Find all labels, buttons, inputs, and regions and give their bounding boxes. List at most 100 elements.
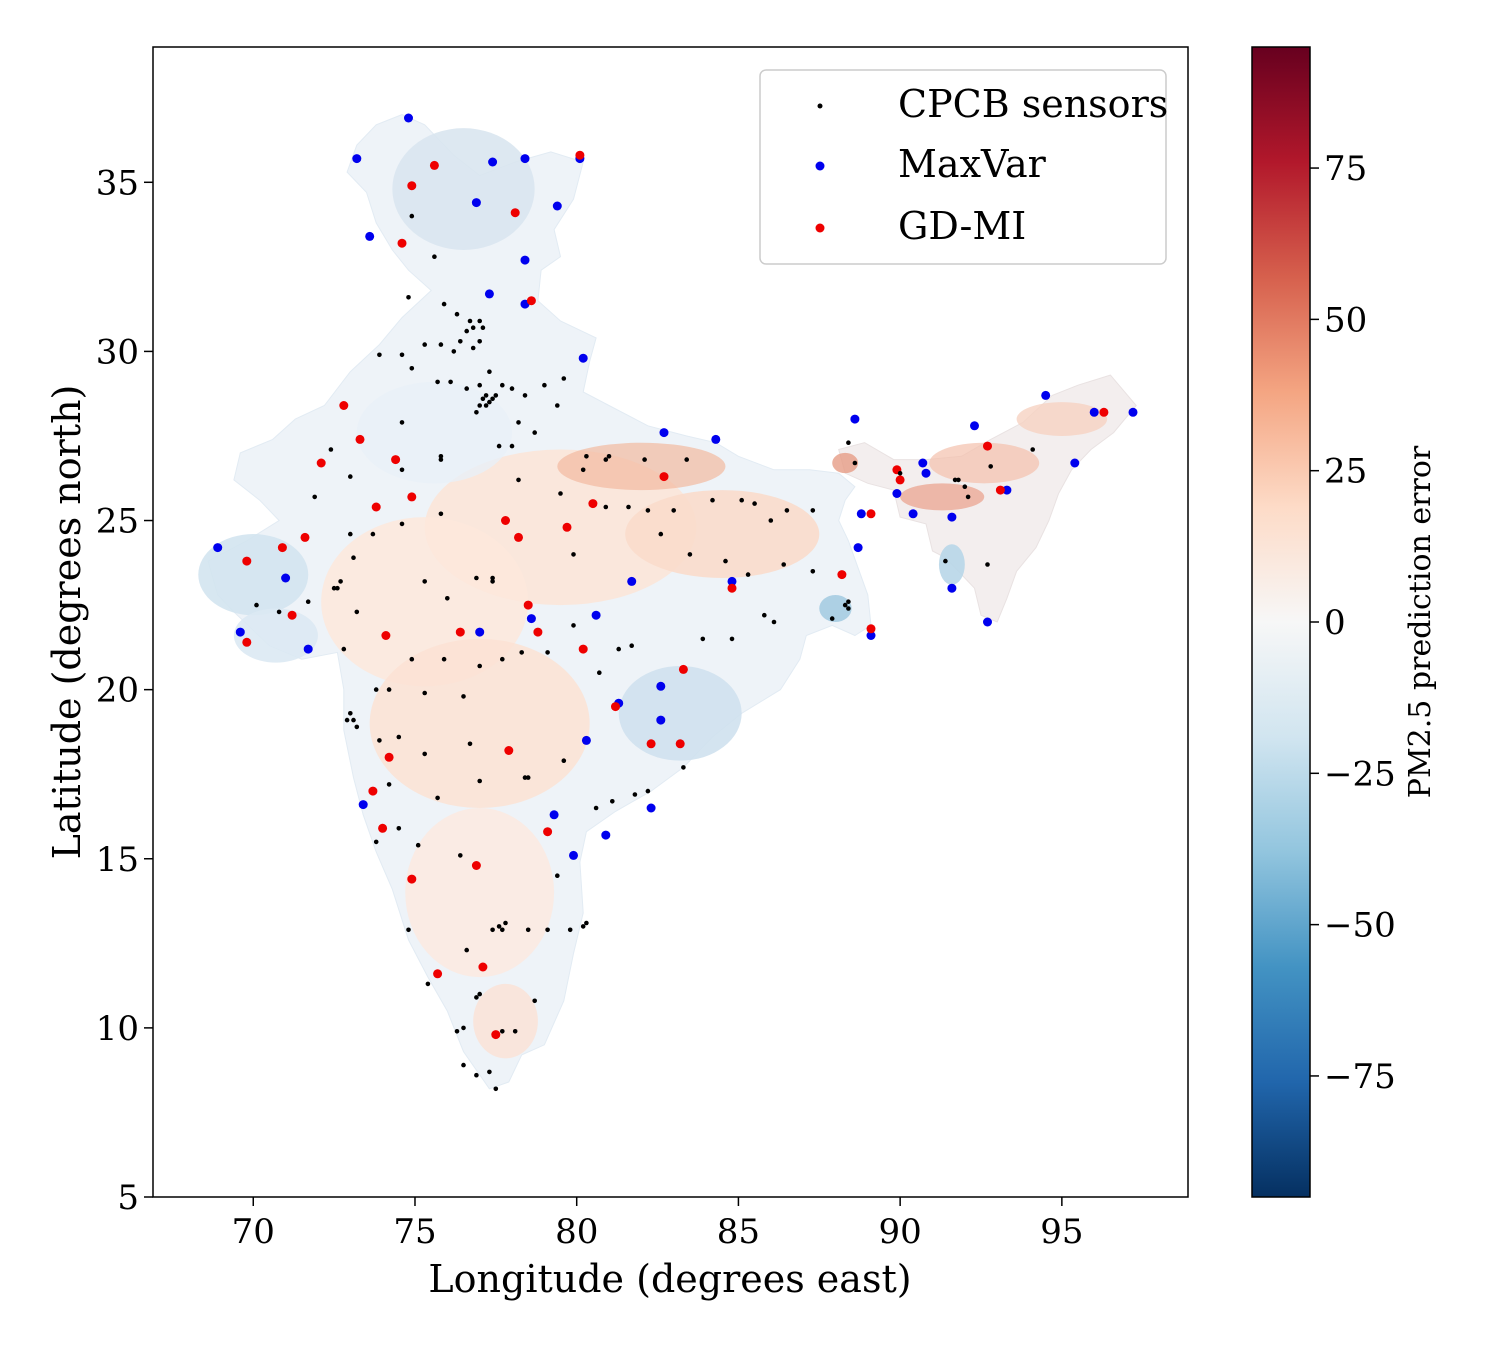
cpcb-sensor-point bbox=[474, 575, 479, 581]
cpcb-sensor-point bbox=[344, 717, 350, 723]
cpcb-sensor-point bbox=[305, 599, 311, 604]
cpcb-sensor-point bbox=[768, 518, 774, 523]
maxvar-point bbox=[213, 543, 223, 553]
gdmi-point bbox=[588, 499, 598, 509]
gdmi-point bbox=[1099, 407, 1109, 417]
cpcb-sensor-point bbox=[671, 508, 676, 513]
cpcb-sensor-point bbox=[477, 403, 483, 408]
cpcb-sensor-point bbox=[354, 724, 360, 730]
gdmi-point bbox=[371, 502, 381, 512]
cpcb-sensor-point bbox=[425, 981, 431, 987]
cpcb-sensor-point bbox=[545, 927, 550, 933]
gdmi-point bbox=[646, 739, 656, 749]
cpcb-sensor-point bbox=[399, 420, 405, 425]
cpcb-sensor-point bbox=[435, 795, 440, 801]
error-patch bbox=[1016, 402, 1108, 436]
gdmi-point bbox=[866, 624, 876, 634]
cpcb-sensor-point bbox=[739, 497, 744, 503]
cpcb-sensor-point bbox=[341, 646, 347, 652]
x-tick-label: 80 bbox=[555, 1212, 598, 1252]
cpcb-sensor-point bbox=[432, 254, 437, 259]
error-patch bbox=[233, 608, 318, 663]
maxvar-point bbox=[365, 231, 375, 241]
cpcb-sensor-point bbox=[458, 339, 463, 344]
cpcb-sensor-point bbox=[571, 623, 576, 628]
error-patch bbox=[938, 544, 965, 585]
cpcb-sensor-point bbox=[487, 1069, 492, 1075]
cpcb-sensor-point bbox=[354, 609, 360, 615]
gdmi-point bbox=[501, 516, 510, 525]
cpcb-sensor-point bbox=[700, 636, 706, 642]
cpcb-sensor-point bbox=[441, 656, 447, 662]
cpcb-sensor-point bbox=[752, 501, 757, 506]
cpcb-sensor-point bbox=[687, 552, 693, 557]
maxvar-point bbox=[656, 715, 666, 725]
colorbar-gradient bbox=[1251, 46, 1311, 1198]
maxvar-point bbox=[947, 583, 957, 593]
maxvar-point bbox=[526, 614, 536, 624]
cpcb-sensor-point bbox=[561, 758, 567, 763]
maxvar-point bbox=[1089, 407, 1099, 417]
legend-marker-gdmi bbox=[815, 223, 825, 233]
cpcb-sensor-point bbox=[448, 379, 453, 385]
cpcb-sensor-point bbox=[493, 393, 499, 398]
cpcb-sensor-point bbox=[409, 656, 415, 662]
cpcb-sensor-point bbox=[645, 788, 651, 794]
cpcb-sensor-point bbox=[561, 376, 567, 381]
cpcb-sensor-point bbox=[480, 396, 486, 402]
maxvar-point bbox=[488, 157, 498, 167]
cpcb-sensor-point bbox=[771, 619, 777, 625]
legend-label-maxvar: MaxVar bbox=[898, 142, 1047, 186]
cpcb-sensor-point bbox=[373, 687, 379, 692]
maxvar-point bbox=[235, 627, 245, 637]
y-tick-label: 30 bbox=[96, 332, 139, 372]
gdmi-point bbox=[242, 637, 252, 647]
colorbar-tick-label: 25 bbox=[1324, 452, 1367, 492]
maxvar-point bbox=[856, 509, 866, 519]
maxvar-point bbox=[1128, 407, 1138, 417]
maxvar-point bbox=[892, 489, 902, 498]
cpcb-sensor-point bbox=[597, 670, 602, 675]
maxvar-point bbox=[627, 576, 637, 586]
maxvar-point bbox=[656, 681, 666, 691]
cpcb-sensor-point bbox=[422, 342, 428, 347]
cpcb-sensor-point bbox=[490, 579, 495, 584]
maxvar-point bbox=[921, 468, 931, 478]
cpcb-sensor-point bbox=[496, 924, 502, 929]
cpcb-sensor-point bbox=[729, 636, 735, 642]
cpcb-sensor-point bbox=[829, 616, 835, 621]
cpcb-sensor-point bbox=[632, 792, 638, 797]
error-patch bbox=[369, 638, 590, 809]
cpcb-sensor-point bbox=[276, 609, 282, 615]
x-axis-label: Longitude (degrees east) bbox=[428, 1257, 911, 1301]
maxvar-point bbox=[578, 353, 588, 363]
gdmi-point bbox=[429, 160, 439, 170]
maxvar-point bbox=[591, 610, 601, 620]
india-northeast-shape bbox=[838, 374, 1137, 623]
maxvar-point bbox=[484, 289, 494, 299]
cpcb-sensor-point bbox=[846, 599, 851, 604]
cpcb-sensor-point bbox=[351, 717, 356, 723]
gdmi-point bbox=[578, 644, 588, 654]
cpcb-sensor-point bbox=[464, 947, 470, 953]
gdmi-point bbox=[378, 823, 388, 833]
cpcb-sensor-point bbox=[723, 558, 728, 564]
cpcb-sensor-point bbox=[519, 650, 524, 655]
cpcb-sensor-point bbox=[438, 511, 444, 517]
cpcb-sensor-point bbox=[684, 457, 689, 462]
error-patch bbox=[198, 534, 309, 616]
cpcb-sensor-point bbox=[351, 555, 356, 560]
cpcb-sensor-point bbox=[451, 349, 457, 354]
maxvar-point bbox=[552, 201, 562, 211]
cpcb-sensor-point bbox=[584, 920, 589, 926]
cpcb-sensor-point bbox=[516, 477, 521, 483]
cpcb-sensor-point bbox=[422, 690, 428, 696]
cpcb-sensor-point bbox=[616, 646, 621, 652]
cpcb-sensor-point bbox=[522, 393, 528, 398]
cpcb-sensor-point bbox=[441, 301, 447, 307]
cpcb-sensor-point bbox=[658, 531, 664, 537]
cpcb-sensor-point bbox=[422, 579, 428, 584]
cpcb-sensor-point bbox=[435, 379, 440, 385]
cpcb-sensor-point bbox=[642, 457, 647, 462]
cpcb-sensor-point bbox=[500, 656, 505, 662]
